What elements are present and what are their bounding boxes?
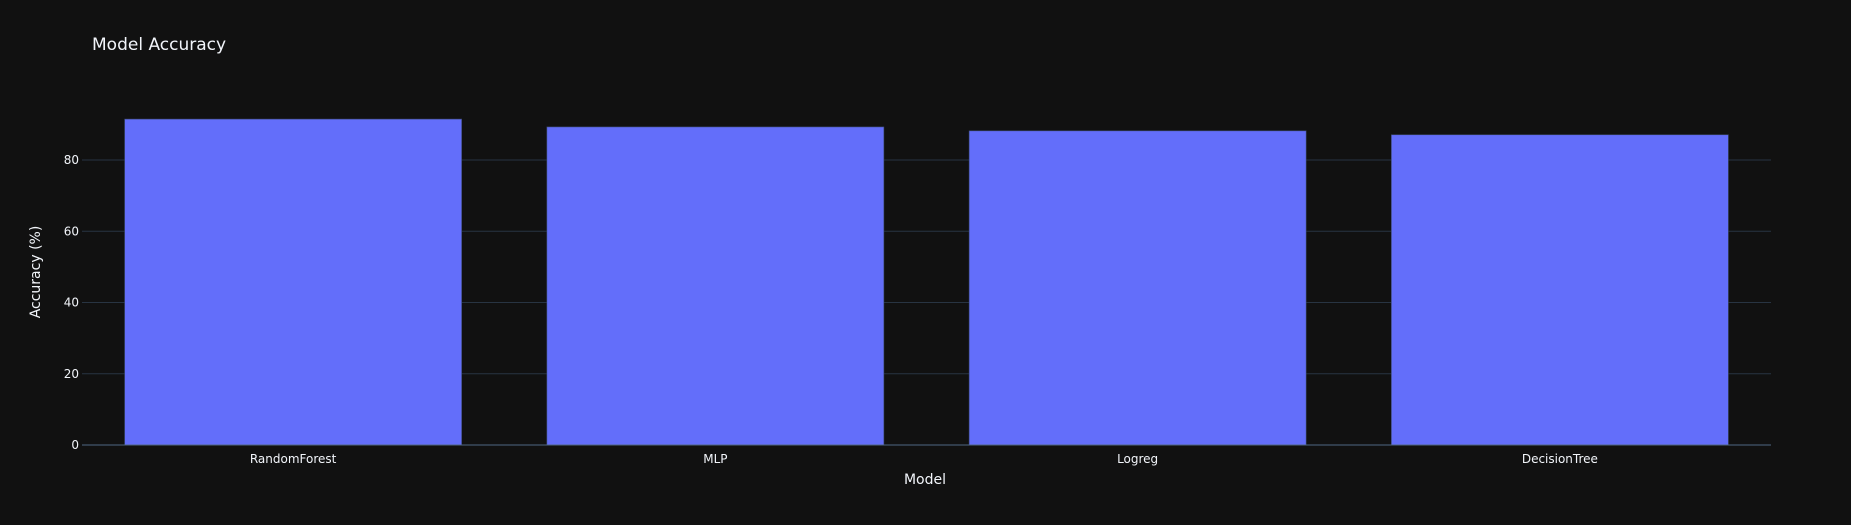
y-tick-label: 20	[64, 367, 79, 381]
y-tick-label: 60	[64, 224, 79, 238]
x-tick-label: DecisionTree	[1522, 452, 1598, 466]
y-axis-ticks: 0 20 40 60 80	[64, 153, 79, 452]
chart-title: Model Accuracy	[92, 35, 226, 55]
y-axis-title: Accuracy (%)	[28, 226, 44, 319]
x-tick-label: Logreg	[1117, 452, 1158, 466]
x-axis-title: Model	[904, 472, 946, 488]
y-tick-label: 80	[64, 153, 79, 167]
y-tick-label: 40	[64, 296, 79, 310]
x-tick-label: RandomForest	[250, 452, 337, 466]
bar-randomforest[interactable]	[124, 118, 462, 446]
y-tick-label: 0	[71, 438, 79, 452]
x-axis-ticks: RandomForest MLP Logreg DecisionTree	[250, 452, 1598, 466]
x-tick-label: MLP	[703, 452, 727, 466]
bar-series	[124, 118, 1729, 446]
bar-logreg[interactable]	[968, 130, 1307, 446]
bar-mlp[interactable]	[546, 126, 885, 446]
bar-decisiontree[interactable]	[1391, 134, 1729, 446]
